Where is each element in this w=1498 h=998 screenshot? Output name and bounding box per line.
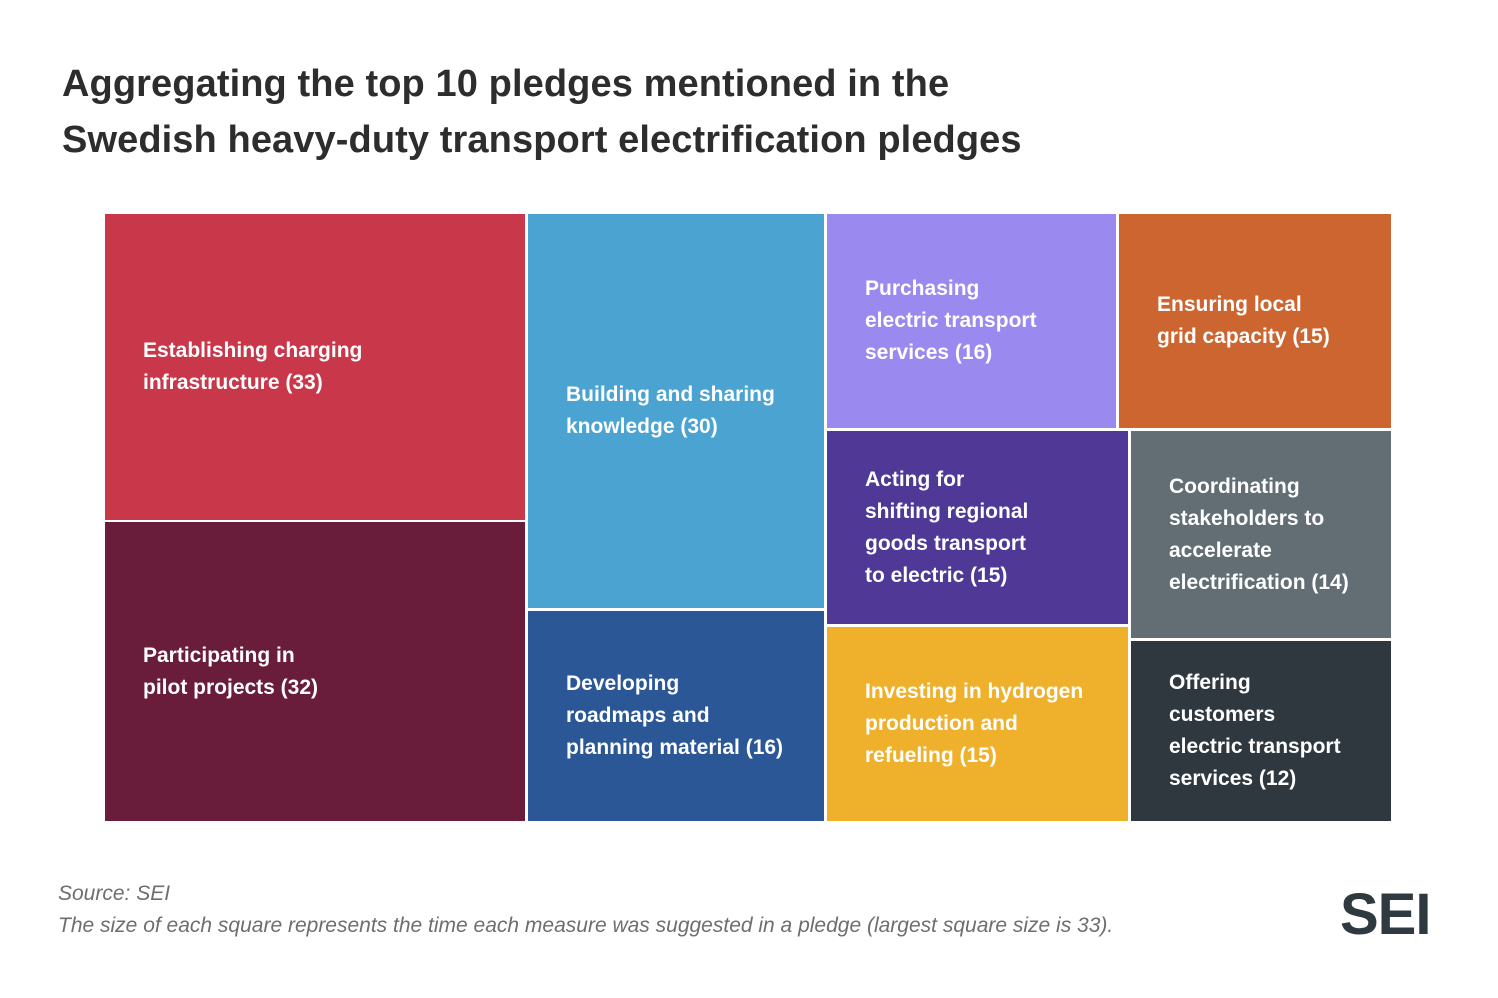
- treemap-tile-label-line: planning material (16): [566, 736, 784, 759]
- treemap-tile-label-line: accelerate: [1169, 538, 1272, 562]
- treemap-tile-label-line: customers: [1169, 703, 1276, 726]
- chart-title-line-2: Swedish heavy-duty transport electrifica…: [62, 119, 1022, 161]
- treemap-tile: Establishing charging infrastructure (33): [105, 214, 525, 520]
- treemap-tile-label-line: Developing: [566, 672, 680, 695]
- treemap-tile-label-line: roadmaps and: [566, 704, 710, 727]
- treemap-tile-label: Acting for shifting regional goods transpo…: [865, 464, 1036, 592]
- treemap-tile: Building and sharing knowledge (30): [528, 214, 824, 608]
- treemap-tile: Ensuring local grid capacity (15): [1119, 214, 1391, 428]
- treemap-tile-label-line: infrastructure (33): [143, 371, 323, 394]
- chart-title: Aggregating the top 10 pledges mentioned…: [62, 56, 1262, 168]
- treemap-tile: Participating in pilot projects (32): [105, 522, 525, 821]
- treemap-tile-label: Developing roadmaps and planning material …: [566, 668, 791, 764]
- treemap-tile-label-line: Establishing charging: [143, 339, 363, 362]
- treemap-tile-label-line: Acting for: [865, 467, 965, 491]
- treemap-tile-label-line: services (16): [865, 341, 993, 364]
- treemap-tile-label-line: Ensuring local: [1157, 293, 1302, 316]
- treemap-tile-label-line: electric transport: [1169, 735, 1341, 758]
- footnote-text: The size of each square represents the t…: [58, 914, 1114, 937]
- treemap-tile-label-line: pilot projects (32): [143, 675, 319, 699]
- treemap-tile: Coordinating stakeholders to accelerate ele…: [1131, 431, 1391, 638]
- chart-title-line-1: Aggregating the top 10 pledges mentioned…: [62, 63, 950, 105]
- treemap-tile: Developing roadmaps and planning material …: [528, 611, 824, 821]
- treemap-tile-label-line: electrification (14): [1169, 570, 1349, 594]
- treemap-tile: Offering customers electric transport servi…: [1131, 641, 1391, 821]
- treemap-tile-label: Offering customers electric transport servi…: [1169, 667, 1349, 795]
- treemap-tile-label-line: Participating in: [143, 643, 295, 667]
- treemap-tile-label-line: electric transport: [865, 309, 1037, 332]
- treemap-tile: Purchasing electric transport services (16…: [827, 214, 1116, 428]
- treemap-tile-label-line: grid capacity (15): [1157, 325, 1330, 348]
- treemap-tile-label: Establishing charging infrastructure (33): [143, 335, 370, 399]
- treemap-tile-label: Investing in hydrogen production and refue…: [865, 676, 1091, 772]
- treemap-tile-label: Purchasing electric transport services (16…: [865, 273, 1045, 369]
- treemap-tile-label-line: production and: [865, 712, 1018, 735]
- treemap-tile-label-line: refueling (15): [865, 744, 997, 767]
- treemap-tile-label-line: knowledge (30): [566, 415, 718, 438]
- treemap-tile-label: Participating in pilot projects (32): [143, 640, 326, 704]
- source-text: Source: SEI: [58, 882, 171, 905]
- treemap-tile-label: Building and sharing knowledge (30): [566, 379, 783, 443]
- treemap-tile-label-line: Building and sharing: [566, 383, 775, 406]
- treemap-tile-label-line: stakeholders to: [1169, 506, 1325, 530]
- sei-logo: SEI: [1340, 882, 1431, 947]
- treemap-tile-label-line: Investing in hydrogen: [865, 680, 1084, 703]
- treemap-tile-label-line: Purchasing: [865, 277, 980, 300]
- treemap-tile-label: Ensuring local grid capacity (15): [1157, 289, 1338, 353]
- footer: Source: SEI The size of each square repr…: [58, 878, 1113, 942]
- treemap-tile-label-line: shifting regional: [865, 499, 1029, 523]
- treemap-tile-label-line: to electric (15): [865, 563, 1008, 587]
- treemap-tile-label-line: goods transport: [865, 531, 1026, 555]
- treemap-tile-label-line: services (12): [1169, 767, 1297, 790]
- treemap-tile: Investing in hydrogen production and refue…: [827, 627, 1128, 821]
- treemap-tile-label-line: Coordinating: [1169, 474, 1300, 498]
- treemap-tile: Acting for shifting regional goods transpo…: [827, 431, 1128, 624]
- treemap-tile-label: Coordinating stakeholders to accelerate ele…: [1169, 471, 1357, 599]
- treemap: Establishing charging infrastructure (33)…: [105, 214, 1391, 821]
- treemap-tile-label-line: Offering: [1169, 671, 1251, 694]
